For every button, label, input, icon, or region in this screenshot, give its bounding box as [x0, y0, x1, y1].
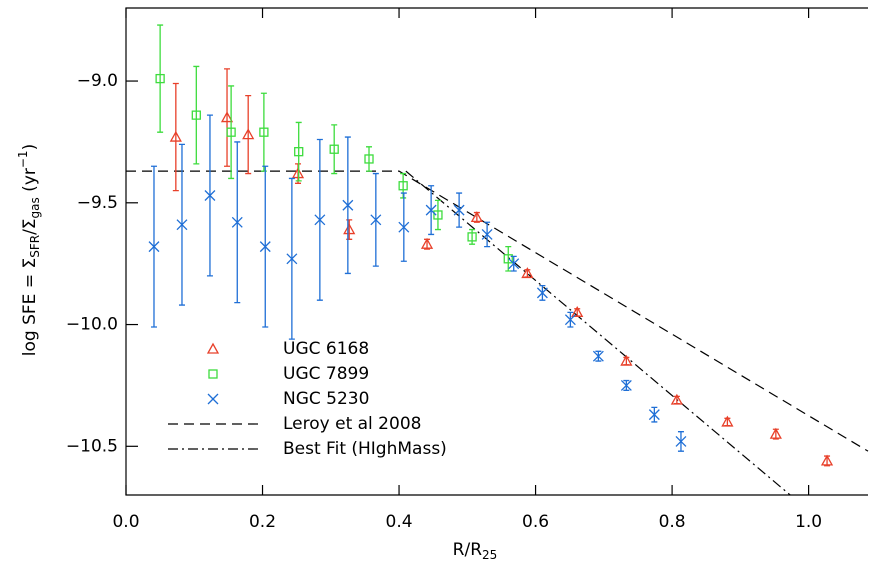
y-label-sub: gas — [28, 197, 42, 218]
marker-x — [231, 216, 243, 228]
marker-x — [564, 314, 576, 326]
marker-triangle — [206, 342, 220, 354]
error-bar — [245, 95, 252, 175]
marker-triangle — [220, 111, 234, 123]
error-bar — [228, 85, 235, 180]
marker-x — [592, 350, 604, 362]
error-bar — [172, 82, 179, 192]
marker-x — [176, 219, 188, 231]
y-axis-label: log SFE = ΣSFR/Σgas (yr−1) — [16, 144, 42, 356]
marker-x — [536, 287, 548, 299]
y-tick-label: −9.5 — [77, 193, 118, 213]
x-tick-label: 0.6 — [522, 512, 549, 532]
marker-triangle — [343, 223, 356, 235]
marker-square — [503, 254, 513, 264]
x-tick-label: 0.4 — [386, 512, 413, 532]
marker-x — [148, 241, 160, 253]
marker-square — [329, 144, 339, 154]
error-bar — [366, 146, 373, 172]
y-label-part: (yr — [20, 168, 40, 197]
y-label-part: log SFE = Σ — [20, 258, 40, 356]
y-tick-label: −10.0 — [66, 315, 118, 335]
x-label-sub: 25 — [482, 548, 497, 562]
marker-triangle — [470, 211, 483, 223]
marker-square — [191, 110, 201, 120]
marker-x — [207, 393, 219, 405]
x-tick-label: 1.0 — [795, 512, 822, 532]
legend-label: NGC 5230 — [283, 389, 369, 409]
error-bar — [295, 163, 302, 184]
marker-triangle — [721, 415, 734, 427]
legend-label: Leroy et al 2008 — [283, 414, 421, 434]
marker-triangle — [670, 393, 683, 405]
marker-triangle — [769, 427, 782, 439]
marker-x — [675, 435, 687, 447]
fit-line — [405, 170, 791, 496]
marker-triangle — [620, 354, 633, 366]
marker-square — [433, 210, 443, 220]
marker-triangle — [169, 130, 182, 142]
marker-triangle — [820, 454, 834, 466]
error-bar — [260, 92, 267, 172]
fit-line — [126, 170, 869, 452]
marker-x — [398, 221, 410, 233]
marker-square — [155, 73, 165, 84]
axis-frame — [125, 7, 868, 496]
marker-x — [508, 258, 520, 270]
x-axis-label: R/R25 — [453, 540, 498, 562]
legend-label: UGC 6168 — [283, 339, 369, 359]
marker-x — [648, 409, 660, 421]
y-label-sup: −1 — [16, 150, 30, 168]
marker-x — [342, 199, 354, 211]
marker-triangle — [571, 306, 584, 318]
marker-triangle — [291, 167, 305, 179]
marker-square — [398, 181, 408, 191]
marker-square — [226, 127, 236, 137]
error-bar — [434, 199, 441, 231]
y-label-part: /Σ — [20, 218, 40, 234]
marker-square — [364, 154, 374, 164]
y-label-sub: SFR — [28, 235, 42, 258]
error-bar — [400, 172, 407, 199]
error-bar — [157, 24, 164, 133]
marker-x — [425, 204, 437, 216]
marker-x — [370, 214, 382, 226]
error-bar — [224, 68, 231, 167]
marker-square — [294, 147, 304, 157]
error-bar — [193, 65, 200, 165]
x-tick-label: 0.8 — [659, 512, 686, 532]
marker-x — [481, 228, 493, 240]
marker-x — [259, 241, 271, 253]
x-tick-label: 0.0 — [112, 512, 139, 532]
marker-x — [620, 379, 632, 391]
x-label-part: R/R — [453, 540, 483, 560]
marker-x — [453, 204, 465, 216]
marker-square — [208, 369, 218, 379]
marker-square — [259, 127, 269, 137]
marker-square — [467, 232, 477, 242]
y-tick-label: −10.5 — [66, 436, 118, 456]
error-bar — [469, 228, 476, 245]
marker-x — [204, 190, 216, 201]
error-bar — [295, 121, 302, 182]
legend-label: UGC 7899 — [283, 364, 369, 384]
x-tick-label: 0.2 — [249, 512, 276, 532]
error-bar — [505, 245, 512, 272]
y-tick-label: −9.0 — [77, 71, 118, 91]
marker-x — [286, 253, 298, 265]
marker-x — [314, 214, 326, 226]
y-label-part: ) — [20, 144, 40, 151]
error-bar — [331, 124, 338, 175]
marker-triangle — [521, 267, 534, 279]
marker-triangle — [242, 128, 255, 140]
legend-label: Best Fit (HIghMass) — [283, 439, 447, 459]
marker-triangle — [420, 237, 434, 249]
